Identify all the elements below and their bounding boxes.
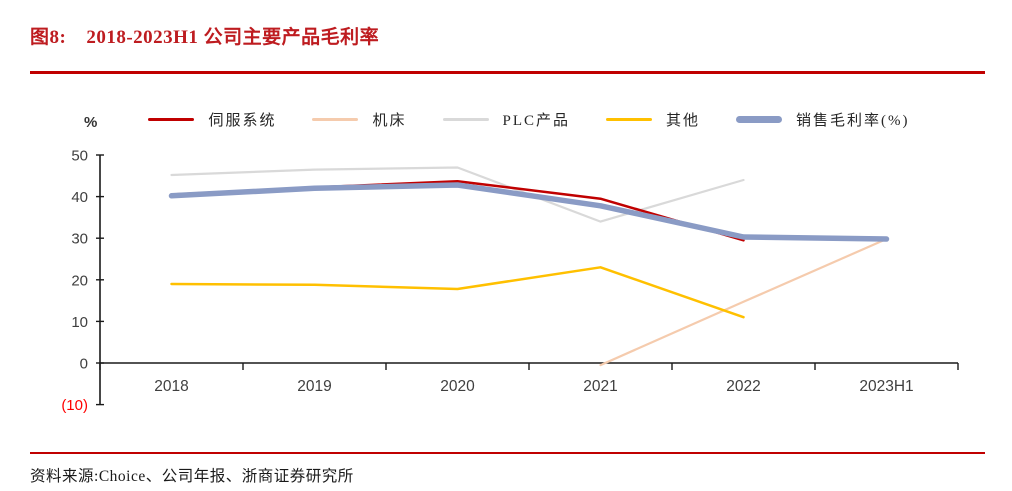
source-text: Choice、公司年报、浙商证券研究所: [98, 467, 354, 485]
legend-item-1: 机床: [312, 109, 406, 130]
y-tick-label: 20: [71, 272, 88, 289]
top-divider: [30, 71, 985, 74]
source-row: 资料来源:Choice、公司年报、浙商证券研究所: [30, 464, 1012, 486]
legend-swatch: [442, 118, 489, 121]
legend-label: 其他: [666, 113, 701, 129]
series-line-PLC产品: [170, 165, 745, 223]
legend-swatch: [736, 116, 783, 123]
legend-item-0: 伺服系统: [148, 109, 276, 130]
y-tick-label: 40: [71, 189, 88, 206]
legend-item-4: 销售毛利率(%): [736, 109, 910, 130]
y-tick-label: 30: [71, 230, 88, 247]
series-line-其他: [170, 265, 745, 318]
legend-item-3: 其他: [606, 109, 700, 130]
bottom-divider: [30, 451, 985, 454]
legend-swatch: [148, 118, 195, 121]
x-tick-label: 2018: [154, 378, 188, 395]
legend-label: 伺服系统: [208, 113, 277, 129]
series-line-机床: [599, 237, 888, 366]
x-tick-label: 2020: [440, 378, 475, 395]
figure-label: 图8:: [30, 27, 67, 48]
legend-swatch: [606, 118, 653, 121]
x-tick-label: 2019: [297, 378, 331, 395]
y-tick-label: 50: [71, 147, 88, 164]
y-tick-label: 0: [80, 355, 88, 372]
legend-label: 销售毛利率(%): [796, 113, 910, 129]
chart-area: % 伺服系统 机床 PLC产品 其他 销售毛利率(%) 50 40 30 20 10 0 (10) 2…: [0, 74, 1012, 425]
y-tick-label: (10): [61, 397, 88, 414]
figure-title: 2018-2023H1 公司主要产品毛利率: [86, 27, 380, 48]
series-line-销售毛利率(%): [168, 181, 890, 242]
chart-legend: 伺服系统 机床 PLC产品 其他 销售毛利率(%): [100, 108, 958, 132]
y-axis-unit-label: %: [84, 113, 98, 131]
legend-label: 机床: [372, 113, 407, 129]
x-tick-label: 2023H1: [859, 378, 913, 395]
legend-item-2: PLC产品: [442, 109, 571, 130]
legend-swatch: [312, 118, 359, 121]
source-label: 资料来源:: [30, 467, 99, 485]
x-tick-label: 2021: [583, 378, 617, 395]
legend-label: PLC产品: [502, 113, 571, 129]
line-chart: 50 40 30 20 10 0 (10) 2018 2019 2020 2021 2022 2023H…: [61, 147, 959, 414]
y-tick-label: 10: [71, 313, 88, 330]
x-tick-label: 2022: [726, 378, 760, 395]
figure-title-row: 图8: 2018-2023H1 公司主要产品毛利率: [0, 0, 1012, 49]
